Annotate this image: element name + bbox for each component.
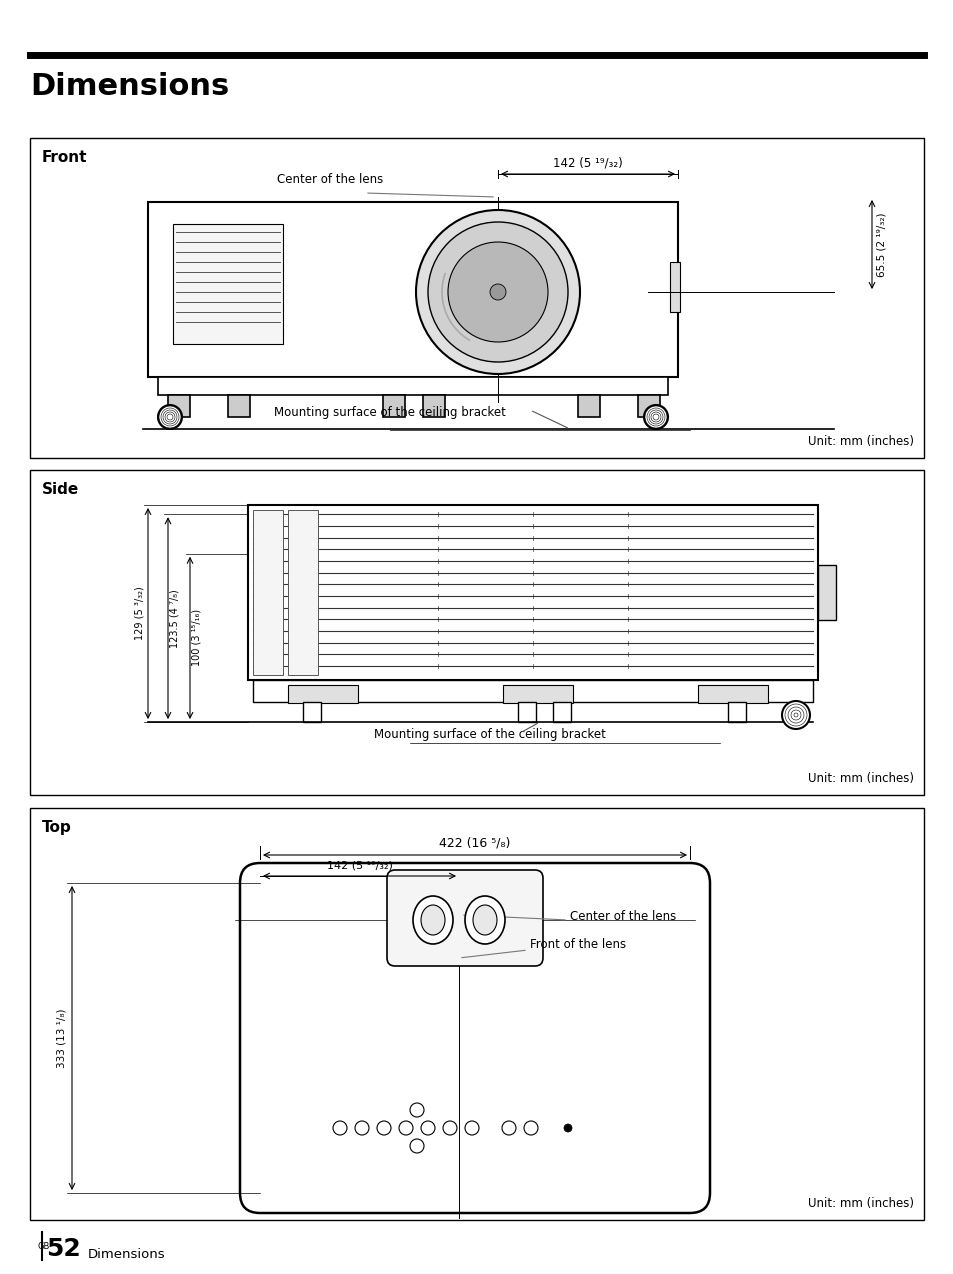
Text: 52: 52 <box>46 1237 81 1261</box>
Bar <box>422 395 444 417</box>
Bar <box>303 702 320 722</box>
Bar <box>727 702 745 722</box>
Text: Unit: mm (inches): Unit: mm (inches) <box>807 1198 913 1210</box>
Bar <box>698 685 767 703</box>
Text: 100 (3 ¹⁵/₁₆): 100 (3 ¹⁵/₁₆) <box>192 609 202 666</box>
Circle shape <box>781 701 809 729</box>
Text: 142 (5 ¹⁹/₃₂): 142 (5 ¹⁹/₃₂) <box>553 155 622 169</box>
Bar <box>30 808 923 1220</box>
Bar <box>168 395 190 417</box>
Ellipse shape <box>212 361 233 375</box>
Circle shape <box>158 405 182 429</box>
Bar <box>553 702 571 722</box>
FancyBboxPatch shape <box>240 862 709 1213</box>
Text: Front of the lens: Front of the lens <box>530 938 625 950</box>
Text: Top: Top <box>42 820 71 834</box>
Bar <box>30 138 923 457</box>
Text: Side: Side <box>42 482 79 497</box>
Text: Center of the lens: Center of the lens <box>569 910 676 922</box>
Circle shape <box>428 222 567 362</box>
Bar <box>288 685 357 703</box>
Text: Center of the lens: Center of the lens <box>276 173 383 186</box>
Text: Dimensions: Dimensions <box>88 1249 166 1261</box>
Bar <box>228 395 250 417</box>
FancyBboxPatch shape <box>387 870 542 966</box>
Ellipse shape <box>420 905 444 935</box>
Circle shape <box>448 242 547 341</box>
Text: Unit: mm (inches): Unit: mm (inches) <box>807 772 913 785</box>
Circle shape <box>643 405 667 429</box>
Text: 65.5 (2 ¹⁹/₃₂): 65.5 (2 ¹⁹/₃₂) <box>876 213 886 276</box>
Bar <box>172 224 283 344</box>
Text: 422 (16 ⁵/₈): 422 (16 ⁵/₈) <box>438 837 510 850</box>
Text: GB: GB <box>38 1242 51 1251</box>
Text: 333 (13 ¹/₈): 333 (13 ¹/₈) <box>57 1008 67 1068</box>
Bar <box>517 702 536 722</box>
Text: 129 (5 ³/₃₂): 129 (5 ³/₃₂) <box>135 586 145 641</box>
Bar <box>288 510 317 675</box>
Bar <box>148 203 678 377</box>
Text: 123.5 (4 ⁷/₈): 123.5 (4 ⁷/₈) <box>170 589 180 647</box>
Text: Unit: mm (inches): Unit: mm (inches) <box>807 434 913 448</box>
Bar <box>382 395 405 417</box>
Bar <box>578 395 599 417</box>
Text: 142 (5 ¹⁹/₃₂): 142 (5 ¹⁹/₃₂) <box>326 861 392 871</box>
Bar <box>669 262 679 312</box>
Circle shape <box>416 210 579 375</box>
Ellipse shape <box>473 905 497 935</box>
Text: Mounting surface of the ceiling bracket: Mounting surface of the ceiling bracket <box>374 727 605 741</box>
Ellipse shape <box>413 896 453 944</box>
Bar <box>638 395 659 417</box>
Bar <box>502 685 573 703</box>
Text: Front: Front <box>42 150 88 166</box>
Bar <box>158 377 667 395</box>
Text: Dimensions: Dimensions <box>30 73 229 101</box>
Bar <box>817 564 835 620</box>
Bar <box>253 510 283 675</box>
Ellipse shape <box>464 896 504 944</box>
Bar <box>253 680 812 702</box>
Circle shape <box>490 284 505 299</box>
Bar <box>30 470 923 795</box>
Bar <box>248 505 817 680</box>
Circle shape <box>563 1124 572 1133</box>
Text: Mounting surface of the ceiling bracket: Mounting surface of the ceiling bracket <box>274 406 505 419</box>
